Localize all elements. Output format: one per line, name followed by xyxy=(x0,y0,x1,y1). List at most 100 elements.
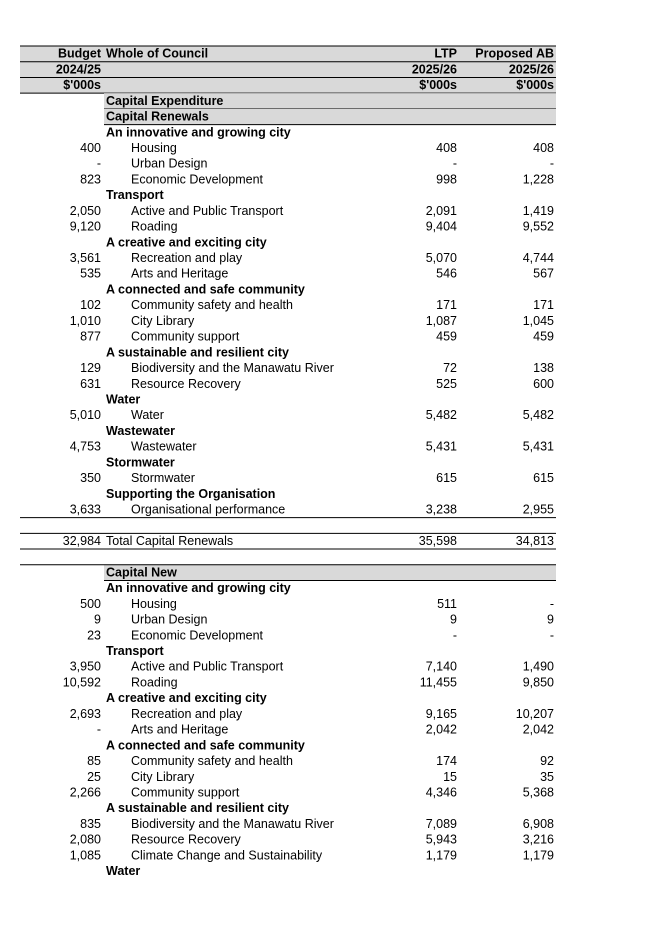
item-label: Roading xyxy=(131,675,178,689)
group-heading: A connected and safe community xyxy=(106,282,305,296)
proposed-value: 600 xyxy=(533,377,554,391)
header-proposed: 2025/26 xyxy=(509,62,554,76)
section-shade xyxy=(104,564,556,581)
budget-value: 85 xyxy=(87,754,101,768)
ltp-value: 174 xyxy=(436,754,457,768)
item-label: Active and Public Transport xyxy=(131,204,284,218)
proposed-value: - xyxy=(550,157,554,171)
item-label: Roading xyxy=(131,220,178,234)
budget-value: 3,950 xyxy=(70,660,101,674)
group-heading: Transport xyxy=(106,188,164,202)
ltp-value: 408 xyxy=(436,141,457,155)
item-label: Housing xyxy=(131,141,177,155)
group-heading: An innovative and growing city xyxy=(106,125,291,139)
proposed-value: 2,955 xyxy=(523,503,554,517)
section-shade xyxy=(104,108,556,125)
ltp-value: 511 xyxy=(437,597,457,611)
header-ltp: 2025/26 xyxy=(412,62,457,76)
budget-value: 400 xyxy=(80,141,101,155)
ltp-value: 9,165 xyxy=(426,707,457,721)
header-budget: Budget xyxy=(58,47,102,61)
budget-value: - xyxy=(97,723,101,737)
header-label: Whole of Council xyxy=(106,47,208,61)
item-label: Urban Design xyxy=(131,157,207,171)
item-label: City Library xyxy=(131,770,195,784)
proposed-value: 9,552 xyxy=(523,220,554,234)
item-label: Biodiversity and the Manawatu River xyxy=(131,817,334,831)
proposed-value: 408 xyxy=(533,141,554,155)
item-label: Arts and Heritage xyxy=(131,723,228,737)
ltp-value: 1,179 xyxy=(426,848,457,862)
item-label: Active and Public Transport xyxy=(131,660,284,674)
total-label: Total Capital Renewals xyxy=(106,534,233,548)
group-heading: A sustainable and resilient city xyxy=(106,801,289,815)
budget-value: 823 xyxy=(80,172,101,186)
header-proposed: Proposed AB xyxy=(475,47,554,61)
ltp-value: 615 xyxy=(436,471,457,485)
ltp-value: 35,598 xyxy=(419,534,457,548)
budget-value: 32,984 xyxy=(63,534,101,548)
proposed-value: 9 xyxy=(547,613,554,627)
budget-value: 877 xyxy=(80,330,101,344)
item-label: Community support xyxy=(131,330,240,344)
item-label: Recreation and play xyxy=(131,251,243,265)
proposed-value: 1,228 xyxy=(523,172,554,186)
proposed-value: 34,813 xyxy=(516,534,554,548)
ltp-value: 5,943 xyxy=(426,833,457,847)
ltp-value: - xyxy=(453,628,457,642)
ltp-value: 7,089 xyxy=(426,817,457,831)
proposed-value: 10,207 xyxy=(516,707,554,721)
budget-value: 835 xyxy=(80,817,101,831)
ltp-value: 5,482 xyxy=(426,408,457,422)
header-ltp: LTP xyxy=(434,47,457,61)
ltp-value: 459 xyxy=(436,330,457,344)
proposed-value: 1,490 xyxy=(523,660,554,674)
item-label: Organisational performance xyxy=(131,503,285,517)
proposed-value: 1,179 xyxy=(523,848,554,862)
group-heading: A creative and exciting city xyxy=(106,691,267,705)
item-label: Biodiversity and the Manawatu River xyxy=(131,361,334,375)
item-label: Recreation and play xyxy=(131,707,243,721)
group-heading: Supporting the Organisation xyxy=(106,487,275,501)
ltp-value: 11,455 xyxy=(420,675,457,689)
ltp-value: 7,140 xyxy=(426,660,457,674)
group-heading: Water xyxy=(106,392,140,406)
ltp-value: 1,087 xyxy=(426,314,457,328)
budget-value: 5,010 xyxy=(70,408,101,422)
budget-value: 25 xyxy=(87,770,101,784)
group-heading: Wastewater xyxy=(106,424,175,438)
budget-value: 4,753 xyxy=(70,440,101,454)
item-label: Economic Development xyxy=(131,172,264,186)
ltp-value: 2,042 xyxy=(426,723,457,737)
proposed-value: 171 xyxy=(533,298,554,312)
item-label: Community support xyxy=(131,785,240,799)
proposed-value: 2,042 xyxy=(523,723,554,737)
ltp-value: 4,346 xyxy=(426,785,457,799)
item-label: Resource Recovery xyxy=(131,833,242,847)
ltp-value: - xyxy=(453,157,457,171)
budget-value: 1,085 xyxy=(70,848,101,862)
proposed-value: - xyxy=(550,597,554,611)
proposed-value: 5,368 xyxy=(523,785,554,799)
group-heading: Transport xyxy=(106,644,164,658)
proposed-value: 6,908 xyxy=(523,817,554,831)
header-budget: $'000s xyxy=(63,78,101,92)
proposed-value: 9,850 xyxy=(523,675,554,689)
ltp-value: 5,431 xyxy=(426,440,457,454)
budget-value: 535 xyxy=(80,267,101,281)
proposed-value: 615 xyxy=(533,471,554,485)
header-ltp: $'000s xyxy=(419,78,457,92)
proposed-value: 138 xyxy=(533,361,554,375)
group-heading: An innovative and growing city xyxy=(106,581,291,595)
proposed-value: 567 xyxy=(533,267,554,281)
proposed-value: 1,045 xyxy=(523,314,554,328)
item-label: Economic Development xyxy=(131,628,264,642)
budget-value: 631 xyxy=(80,377,101,391)
proposed-value: 92 xyxy=(540,754,554,768)
item-label: Climate Change and Sustainability xyxy=(131,848,323,862)
budget-value: 102 xyxy=(80,298,101,312)
item-label: Stormwater xyxy=(131,471,195,485)
budget-value: 3,633 xyxy=(70,503,101,517)
budget-value: 9,120 xyxy=(70,220,101,234)
section-heading: Capital Renewals xyxy=(106,110,209,124)
